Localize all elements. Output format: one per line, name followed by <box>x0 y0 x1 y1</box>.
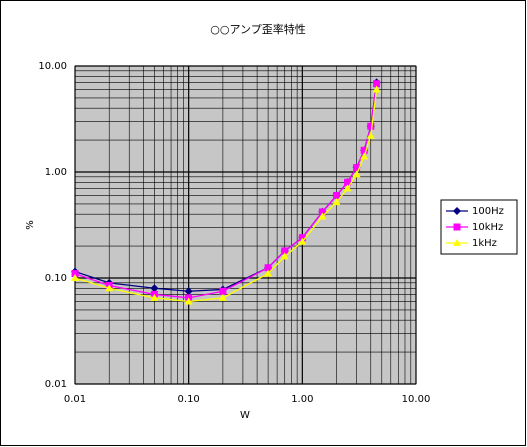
x-tick-label: 10.00 <box>402 394 431 405</box>
marker <box>453 207 461 215</box>
x-tick-label: 0.10 <box>178 394 200 405</box>
marker <box>298 237 307 245</box>
marker <box>281 247 289 255</box>
marker <box>184 287 193 296</box>
marker <box>105 284 114 292</box>
marker <box>280 252 289 260</box>
y-axis-title: % <box>25 220 36 230</box>
marker <box>367 122 375 130</box>
marker <box>332 198 341 206</box>
marker <box>353 164 361 172</box>
legend-label: 100Hz <box>472 206 504 217</box>
marker <box>298 234 306 242</box>
marker <box>318 212 327 220</box>
marker <box>373 80 381 88</box>
marker <box>71 274 79 281</box>
y-tick-label: 1.00 <box>45 167 67 178</box>
marker <box>150 284 159 293</box>
legend-label: 10kHz <box>472 222 503 233</box>
marker <box>360 152 369 160</box>
marker <box>372 85 381 93</box>
chart-title: ○○アンプ歪率特性 <box>210 22 305 36</box>
marker <box>71 270 79 278</box>
marker <box>366 131 375 139</box>
y-tick-label: 0.10 <box>45 273 67 284</box>
marker <box>453 223 461 231</box>
marker <box>344 178 352 186</box>
marker <box>360 146 368 154</box>
legend-label: 1kHz <box>472 238 497 249</box>
marker <box>453 239 461 246</box>
legend: 100Hz 10kHz 1kHz <box>440 199 518 255</box>
x-tick-label: 1.00 <box>291 394 313 405</box>
marker <box>219 287 227 295</box>
plot-area <box>74 65 417 385</box>
y-tick-label: 10.00 <box>38 61 67 72</box>
marker <box>264 264 272 272</box>
x-tick-label: 0.01 <box>64 394 86 405</box>
marker <box>333 192 341 200</box>
marker <box>150 293 159 301</box>
marker <box>184 297 193 305</box>
marker <box>218 293 227 301</box>
marker <box>318 208 326 216</box>
marker <box>343 184 352 192</box>
x-axis-title: W <box>240 410 250 421</box>
marker <box>352 170 361 178</box>
y-tick-label: 0.01 <box>45 379 67 390</box>
marker <box>264 269 273 277</box>
